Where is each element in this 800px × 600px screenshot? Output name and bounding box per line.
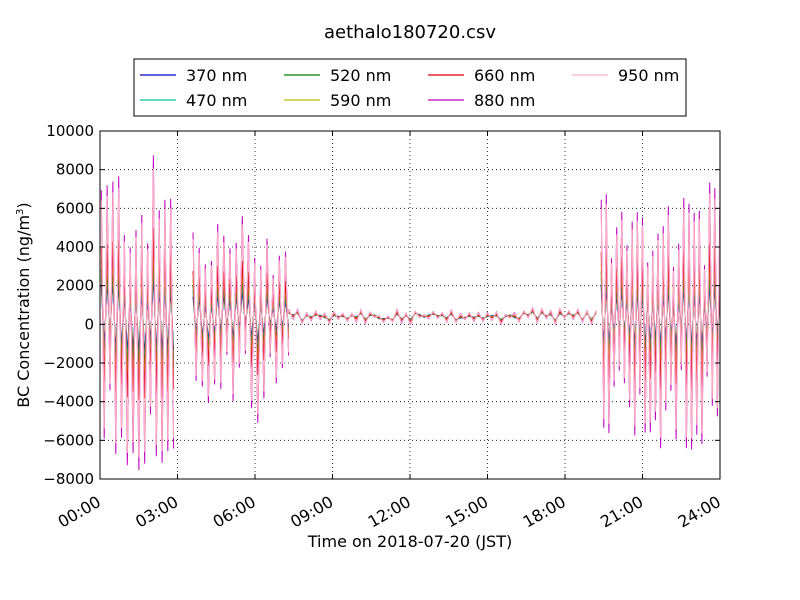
y-tick-label: 0 [84, 315, 94, 333]
chart-title: aethalo180720.csv [324, 22, 496, 43]
legend-label: 470 nm [186, 91, 247, 110]
y-axis: −8000 −6000 −4000 −2000 0 2000 4000 6000 8000 100… [43, 122, 720, 488]
x-tick-label: 12:00 [365, 492, 414, 532]
y-tick-label: 10000 [46, 122, 94, 140]
legend-label: 590 nm [330, 91, 391, 110]
x-tick-label: 06:00 [210, 492, 259, 532]
x-tick-label: 21:00 [597, 492, 646, 532]
y-tick-label: 4000 [56, 238, 94, 256]
y-axis-label-superscript: 3 [15, 209, 26, 215]
x-tick-label: 09:00 [287, 492, 336, 532]
legend-label: 660 nm [474, 66, 535, 85]
y-tick-label: −8000 [43, 470, 94, 488]
legend-label: 880 nm [474, 91, 535, 110]
y-tick-label: −2000 [43, 354, 94, 372]
legend: 370 nm 470 nm 520 nm 590 nm 660 nm 880 nm 950 … [133, 58, 687, 117]
y-tick-label: 6000 [56, 199, 94, 217]
legend-label: 520 nm [330, 66, 391, 85]
x-tick-label: 15:00 [442, 492, 491, 532]
series-lines [100, 155, 720, 471]
y-tick-label: −6000 [43, 431, 94, 449]
x-tick-label: 00:00 [55, 492, 104, 532]
y-axis-label-main: BC Concentration (ng/m [14, 215, 33, 408]
x-axis-label: Time on 2018-07-20 (JST) [307, 532, 512, 551]
x-tick-label: 24:00 [675, 492, 724, 532]
series-line [100, 168, 720, 458]
y-axis-label-close: ) [14, 202, 33, 208]
y-tick-label: 8000 [56, 161, 94, 179]
y-axis-label: BC Concentration (ng/m3) [14, 202, 33, 407]
x-tick-label: 18:00 [520, 492, 569, 532]
legend-label: 950 nm [618, 66, 679, 85]
x-tick-label: 03:00 [132, 492, 181, 532]
y-tick-label: 2000 [56, 277, 94, 295]
y-tick-label: −4000 [43, 393, 94, 411]
legend-label: 370 nm [186, 66, 247, 85]
legend-frame [133, 58, 687, 117]
